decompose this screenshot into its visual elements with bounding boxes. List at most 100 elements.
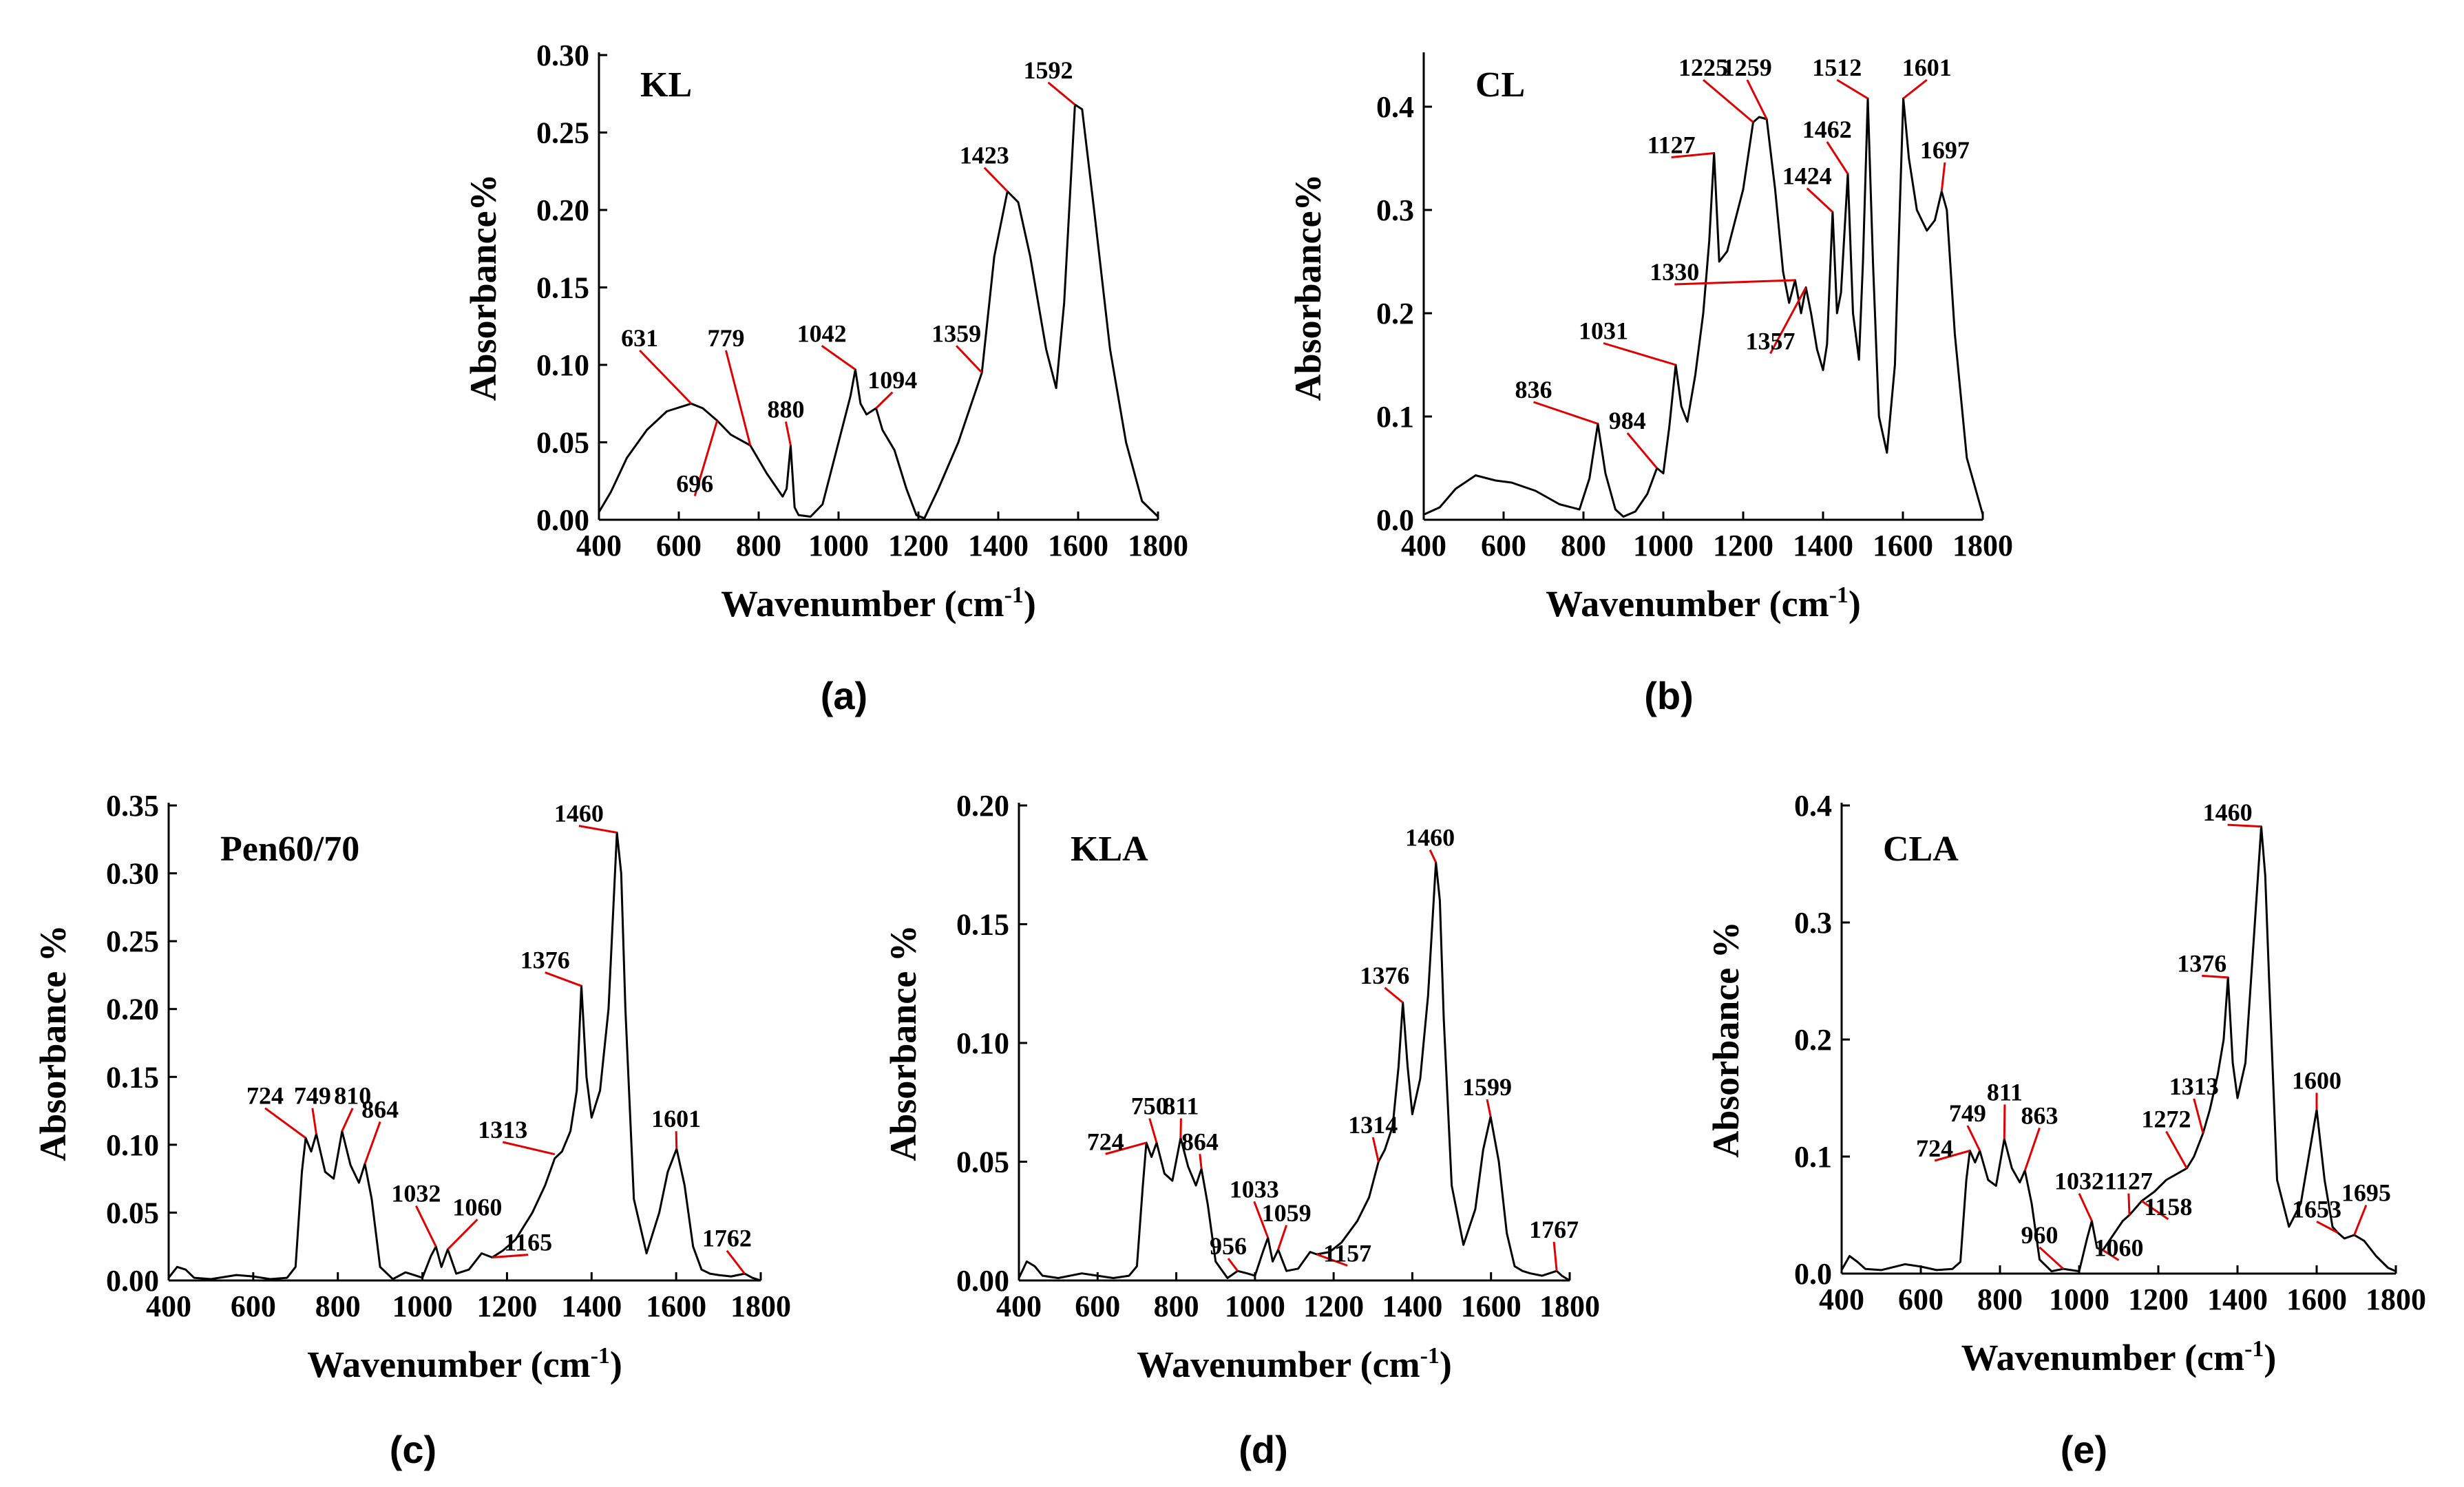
x-axis-label: Wavenumber (cm-1) <box>721 582 1036 624</box>
panel-caption: (e) <box>2061 1428 2107 1471</box>
peak-label: 1259 <box>1723 54 1772 81</box>
peak-label: 1460 <box>2203 799 2253 826</box>
peak-leader-line <box>2165 1130 2188 1169</box>
peak-label: 1376 <box>1360 962 1409 989</box>
x-axis-label-main: Wavenumber (cm <box>1961 1337 2244 1378</box>
y-tick-label: 0.0 <box>1794 1257 1832 1291</box>
peak-label: 724 <box>1087 1128 1124 1155</box>
x-tick-label: 1000 <box>1633 529 1694 562</box>
y-tick-label: 0.00 <box>106 1264 159 1298</box>
peak-label: 1042 <box>797 319 847 347</box>
spectrum-line-kl <box>598 103 1159 520</box>
peak-leader-line <box>1746 79 1768 120</box>
peak-label: 1767 <box>1529 1216 1579 1243</box>
peak-leader-line <box>1934 1150 1970 1162</box>
peak-label: 811 <box>1987 1078 2023 1106</box>
panel-title: CL <box>1475 65 1525 105</box>
peak-label: 1032 <box>2054 1168 2104 1195</box>
x-tick-label: 1600 <box>1048 529 1108 562</box>
x-axis-label: Wavenumber (cm-1) <box>307 1343 622 1385</box>
peak-leader-line <box>341 1108 354 1132</box>
peak-leader-line <box>1253 1201 1270 1238</box>
x-axis-label: Wavenumber (cm-1) <box>1961 1336 2277 1378</box>
peak-leader-line <box>2353 1205 2368 1236</box>
y-tick-label: 0.15 <box>956 908 1009 942</box>
x-tick-label: 800 <box>1154 1289 1199 1323</box>
x-tick-label: 1800 <box>730 1289 791 1323</box>
x-axis-label-main: Wavenumber (cm <box>721 583 1004 624</box>
x-tick-label: 1200 <box>1713 529 1773 562</box>
y-tick-label: 0.00 <box>956 1264 1009 1298</box>
peak-leader-line <box>447 1219 478 1250</box>
x-tick-label: 600 <box>656 529 702 562</box>
peak-label: 864 <box>1181 1128 1219 1155</box>
chart-panel-d: 400 600 800 1000 1200 1400 1600 1800 0.00 0.05 0.1… <box>883 789 1600 1471</box>
x-axis-label-end: ) <box>1849 583 1861 624</box>
peak-leader-line <box>784 421 792 446</box>
peak-leader-line <box>2316 1221 2339 1234</box>
peak-label: 1460 <box>554 800 604 827</box>
peak-label: 1601 <box>1902 54 1952 81</box>
x-tick-label: 1000 <box>808 529 869 562</box>
peak-leader-line <box>1429 850 1438 863</box>
peak-leader-line <box>1384 987 1404 1004</box>
peak-label: 779 <box>707 324 744 352</box>
x-tick-label: 1000 <box>392 1289 453 1323</box>
y-axis-label: Absorbance % <box>883 925 924 1161</box>
chart-panel-b: 400 600 800 1000 1200 1400 1600 1800 0.0 0.1 0.2 0.… <box>1287 52 2013 717</box>
y-tick-label: 0.4 <box>1794 789 1832 823</box>
peak-leader-line <box>1826 141 1849 175</box>
peak-label: 1460 <box>1405 824 1455 852</box>
x-axis-label: Wavenumber (cm-1) <box>1137 1343 1452 1385</box>
x-axis-label-main: Wavenumber (cm <box>307 1344 590 1385</box>
y-axis-label: Absorbance% <box>463 173 504 401</box>
x-tick-label: 1600 <box>1873 529 1933 562</box>
x-tick-label: 600 <box>1481 529 1526 562</box>
peak-leader-line <box>1316 1253 1348 1267</box>
x-tick-label: 1400 <box>968 529 1029 562</box>
peak-label: 864 <box>361 1095 399 1123</box>
y-tick-label: 0.1 <box>1376 400 1414 434</box>
x-axis-label: Wavenumber (cm-1) <box>1546 582 1861 624</box>
y-tick-label: 0.05 <box>536 426 589 460</box>
peak-label: 1225 <box>1678 54 1728 81</box>
spectrum-line-pen60-70 <box>167 831 761 1282</box>
peak-leader-line <box>875 391 894 410</box>
peak-label: 1592 <box>1024 56 1073 84</box>
peak-label: 724 <box>1916 1135 1953 1162</box>
peak-leader-line <box>1966 1125 1981 1152</box>
peak-label: 1033 <box>1230 1175 1279 1203</box>
x-tick-label: 1400 <box>1793 529 1853 562</box>
y-tick-label: 0.15 <box>536 271 589 305</box>
panel-title: Pen60/70 <box>220 830 359 869</box>
y-tick-label: 0.30 <box>106 857 159 891</box>
peak-leader-line <box>1806 187 1833 213</box>
peak-label: 880 <box>767 396 804 423</box>
x-tick-label: 1800 <box>2366 1283 2426 1316</box>
peak-label: 960 <box>2021 1221 2058 1249</box>
peak-label: 1423 <box>960 142 1009 169</box>
peak-label: 1272 <box>2142 1106 2191 1133</box>
y-tick-label: 0.2 <box>1376 297 1414 330</box>
x-tick-label: 1400 <box>1382 1289 1442 1323</box>
y-tick-label: 0.3 <box>1794 906 1832 940</box>
x-axis-label-end: ) <box>1024 583 1036 624</box>
peak-label: 1313 <box>478 1116 527 1143</box>
peak-label: 1060 <box>452 1193 502 1221</box>
panel-title: CLA <box>1883 830 1959 869</box>
peak-label: 1376 <box>520 947 570 974</box>
y-tick-label: 0.1 <box>1794 1140 1832 1174</box>
peak-label: 750 <box>1131 1093 1168 1120</box>
peak-leader-line <box>2078 1192 2093 1222</box>
x-tick-label: 400 <box>996 1289 1042 1323</box>
peak-leader-line <box>821 345 856 370</box>
peak-label: 1601 <box>651 1105 701 1132</box>
x-tick-label: 1200 <box>888 529 949 562</box>
peak-label: 749 <box>1949 1099 1986 1127</box>
peak-leader-line <box>2141 1200 2169 1221</box>
peak-label: 696 <box>676 470 713 498</box>
peak-leader-line <box>726 1249 746 1275</box>
spectrum-line-cl <box>1423 97 1984 518</box>
peak-leader-line <box>545 971 582 987</box>
